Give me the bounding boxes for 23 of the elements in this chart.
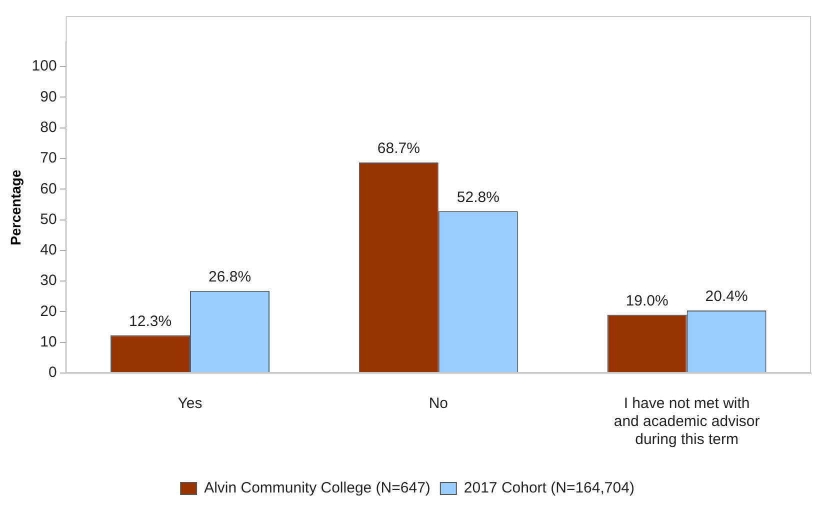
data-label: 12.3% — [129, 312, 172, 330]
data-label: 20.4% — [705, 288, 748, 306]
y-tick-label: 20 — [40, 302, 57, 320]
y-tick-label: 0 — [48, 364, 57, 382]
y-tick-label: 10 — [40, 333, 57, 350]
y-tick-label: 50 — [40, 210, 57, 228]
data-label: 68.7% — [377, 140, 420, 158]
y-axis-title: Percentage — [7, 170, 24, 246]
legend-label: 2017 Cohort (N=164,704) — [464, 480, 634, 497]
y-tick-label: 70 — [40, 150, 57, 167]
y-tick-label: 40 — [40, 242, 57, 259]
y-tick-label: 60 — [40, 180, 57, 198]
data-label: 26.8% — [208, 268, 252, 286]
x-tick-label: I have not met with and academic advisor during this term — [614, 395, 760, 448]
y-tick-label: 30 — [40, 272, 57, 290]
y-tick-label: 80 — [40, 118, 57, 136]
data-label: 19.0% — [626, 292, 668, 310]
data-label: 52.8% — [456, 188, 500, 206]
x-tick-label: Yes — [178, 395, 202, 412]
y-tick-label: 90 — [40, 88, 57, 106]
x-tick-label: No — [428, 395, 448, 412]
legend-label: Alvin Community College (N=647) — [204, 480, 430, 497]
y-tick-label: 100 — [32, 58, 57, 75]
